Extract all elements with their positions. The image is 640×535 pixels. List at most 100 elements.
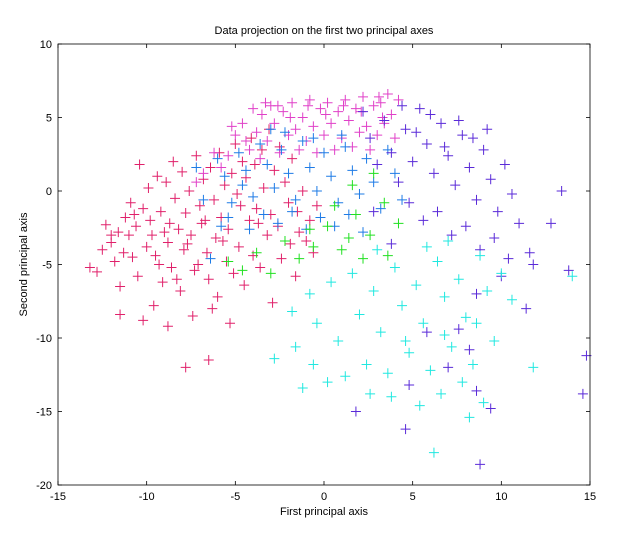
data-point-s3-56 (443, 362, 454, 373)
data-point-s2-4 (233, 147, 244, 158)
data-point-s2-28 (258, 209, 269, 220)
data-point-s0-57 (232, 188, 243, 199)
data-point-s5-39 (506, 294, 517, 305)
data-point-s5-2 (311, 318, 322, 329)
data-point-s1-24 (340, 94, 351, 105)
data-point-s5-16 (432, 256, 443, 267)
data-point-s2-16 (319, 147, 329, 158)
data-point-s0-34 (180, 208, 191, 219)
data-point-s1-11 (294, 144, 305, 155)
data-point-s5-3 (333, 335, 344, 346)
data-point-s1-2 (256, 109, 267, 120)
data-point-s1-22 (333, 106, 344, 117)
data-point-s0-73 (267, 297, 278, 308)
data-point-s2-6 (248, 191, 259, 202)
data-point-s0-81 (287, 153, 298, 164)
data-point-s5-25 (446, 341, 457, 352)
data-point-s0-60 (239, 280, 250, 291)
data-point-s2-3 (226, 197, 237, 208)
data-point-s4-9 (350, 209, 361, 220)
data-point-s3-47 (404, 380, 415, 391)
data-point-s4-2 (251, 247, 262, 258)
plot-area (84, 88, 592, 470)
data-point-s4-18 (304, 224, 315, 235)
data-point-s0-67 (255, 262, 266, 273)
data-point-s1-3 (262, 136, 273, 147)
data-point-s5-24 (425, 365, 436, 376)
data-point-s1-1 (251, 127, 262, 138)
data-point-s2-7 (255, 138, 266, 149)
data-point-s1-39 (393, 94, 404, 105)
data-point-s3-18 (485, 174, 496, 185)
data-point-s5-7 (418, 318, 429, 329)
data-point-s0-1 (92, 266, 103, 277)
data-point-s0-24 (159, 227, 170, 238)
data-point-s1-59 (255, 153, 266, 164)
data-point-s0-78 (279, 177, 290, 188)
data-point-s5-46 (365, 388, 376, 399)
data-point-s3-16 (471, 194, 482, 205)
data-point-s3-38 (524, 247, 535, 258)
data-point-s0-51 (219, 180, 230, 191)
data-point-s3-40 (556, 186, 567, 196)
data-point-s1-52 (373, 91, 384, 102)
data-point-s0-37 (187, 310, 198, 321)
data-point-s2-22 (361, 153, 372, 164)
data-point-s1-17 (315, 103, 326, 114)
data-point-s0-59 (237, 156, 248, 167)
data-point-s3-4 (386, 147, 397, 158)
data-point-s3-45 (464, 344, 475, 355)
data-point-s4-8 (336, 244, 347, 255)
data-point-s0-40 (194, 200, 205, 211)
data-point-s2-39 (279, 127, 290, 138)
data-point-s5-41 (443, 235, 454, 246)
data-point-s5-29 (436, 388, 447, 399)
data-point-s2-41 (336, 130, 347, 141)
data-point-s1-29 (358, 91, 369, 102)
data-point-s5-17 (453, 274, 464, 285)
data-point-s0-63 (246, 133, 257, 144)
data-point-s2-44 (198, 194, 209, 205)
data-point-s5-20 (340, 371, 351, 382)
data-point-s3-23 (397, 100, 408, 111)
data-point-s0-48 (212, 291, 223, 302)
data-point-s0-69 (258, 183, 269, 194)
data-point-s0-38 (191, 150, 202, 161)
data-point-s0-62 (244, 215, 255, 226)
data-point-s0-27 (166, 262, 177, 273)
y-tick-label-4: 0 (46, 186, 52, 198)
data-point-s5-36 (297, 382, 308, 393)
data-point-s0-43 (201, 247, 212, 258)
y-tick-label-0: -20 (36, 480, 52, 492)
data-point-s1-12 (297, 112, 308, 123)
data-point-s1-5 (269, 118, 280, 129)
data-point-s0-95 (182, 238, 193, 249)
data-point-s3-32 (432, 206, 443, 217)
data-point-s1-30 (361, 121, 372, 132)
data-point-s5-47 (400, 335, 411, 346)
data-point-s0-103 (207, 303, 218, 314)
data-point-s2-32 (315, 212, 326, 223)
x-tick-label-0: -15 (50, 491, 66, 503)
data-point-s3-53 (577, 388, 588, 399)
data-point-s4-5 (294, 253, 305, 264)
data-point-s5-10 (304, 288, 315, 299)
data-point-s1-43 (223, 150, 234, 161)
data-point-s0-31 (175, 285, 186, 296)
data-point-s3-12 (443, 150, 454, 161)
data-point-s0-11 (127, 252, 138, 263)
data-point-s2-42 (216, 221, 227, 232)
data-point-s4-10 (365, 230, 376, 241)
data-point-s0-109 (162, 321, 173, 332)
data-point-s0-80 (285, 238, 296, 249)
data-point-s1-14 (304, 94, 315, 105)
data-point-s1-47 (285, 112, 296, 123)
data-point-s5-13 (368, 285, 379, 296)
data-point-s0-25 (161, 177, 172, 188)
data-point-s4-17 (347, 180, 358, 191)
data-point-s0-86 (301, 235, 312, 246)
data-point-s3-44 (453, 324, 464, 335)
data-point-s0-101 (171, 274, 182, 285)
